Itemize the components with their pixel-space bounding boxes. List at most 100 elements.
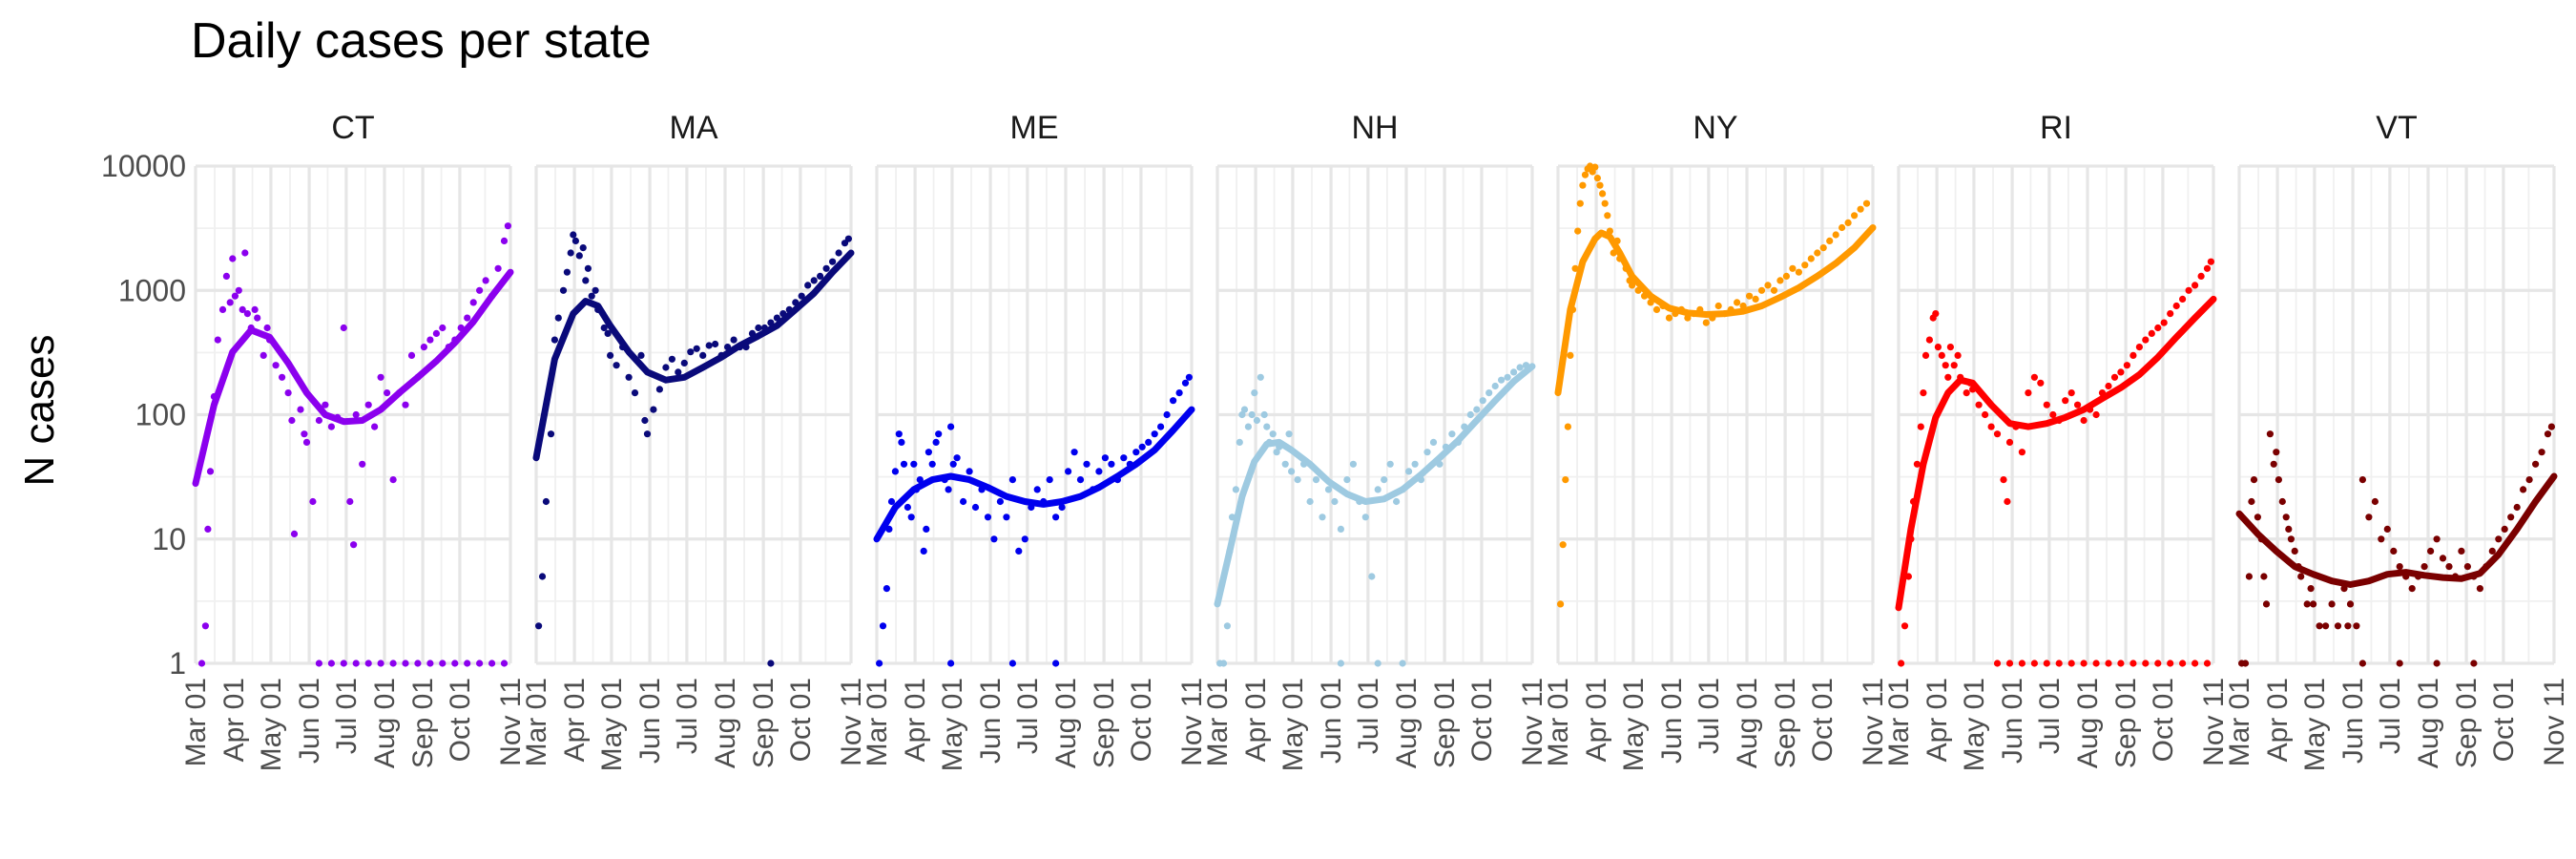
data-point [1324,486,1333,493]
data-point [655,386,664,393]
data-point [2358,660,2366,667]
data-point [1944,373,1952,381]
data-point [2192,282,2199,289]
data-point [2433,535,2441,543]
data-point [2154,324,2162,332]
data-point [2458,547,2465,555]
data-point [1393,497,1401,506]
data-point [2328,600,2336,608]
data-point [542,497,551,506]
data-point [2105,660,2112,667]
data-point [2544,430,2552,438]
data-point [2142,660,2150,667]
data-point [1223,622,1231,630]
data-point [2427,547,2435,555]
data-point [947,423,955,430]
data-point [1993,660,2002,667]
data-point [675,368,682,376]
data-point [1232,486,1239,493]
data-point [1343,476,1351,484]
data-point [1083,460,1091,468]
data-point [2043,401,2050,409]
data-point [1559,541,1567,549]
data-point [500,660,509,667]
data-point [2092,660,2100,667]
x-tick-label: Apr 01 [900,678,931,762]
data-point [389,476,397,484]
facet-label: NH [1351,110,1398,146]
x-tick-label: Aug 01 [1391,678,1423,768]
data-point [582,277,590,284]
x-tick-label: Apr 01 [559,678,591,762]
data-point [1734,299,1741,306]
data-point [2501,525,2508,534]
data-point [773,314,781,322]
x-tick-label: Aug 01 [1050,678,1082,768]
data-point [346,497,354,506]
data-point [2055,660,2063,667]
data-point [222,272,230,280]
data-point [2287,535,2295,543]
data-point [2532,460,2540,468]
data-point [1381,476,1388,484]
data-point [2080,660,2088,667]
data-point [2476,585,2483,593]
x-tick-label: Mar 01 [1543,678,1574,766]
data-point [907,513,915,521]
data-point [571,237,580,244]
data-point [2197,272,2205,280]
data-point [494,264,502,272]
data-point [500,237,509,244]
data-point [2538,449,2545,456]
data-point [2390,547,2398,555]
x-tick-label: Sep 01 [1089,678,1120,768]
data-point [1145,438,1153,446]
data-point [1219,660,1228,667]
data-point [668,355,676,363]
data-point [2445,563,2453,571]
data-point [949,460,957,468]
data-point [2513,503,2521,512]
data-point [822,264,830,272]
data-point [755,324,762,332]
data-point [984,513,992,521]
data-point [389,660,397,667]
data-point [2129,351,2137,359]
data-point [2282,513,2290,521]
data-point [1052,660,1060,667]
data-point [2154,660,2162,667]
data-point [559,286,568,294]
data-point [687,348,695,356]
data-point [1253,416,1260,425]
data-point [1386,460,1394,468]
data-point [1312,476,1320,484]
x-tick-label: Jun 01 [634,678,666,764]
x-tick-label: May 01 [2299,678,2331,771]
data-point [730,336,737,344]
data-point [1599,190,1607,198]
facet-label: MA [670,110,718,146]
x-tick-label: Oct 01 [1466,678,1498,762]
data-point [2439,555,2447,562]
data-point [504,222,512,230]
facet-ct: CT Mar 01 Apr 01 May 01 Jun 01 Jul 01 Aug 01 Se… [180,110,527,771]
data-point [1423,449,1431,456]
x-tick-label: Jun 01 [2337,678,2369,764]
data-point [359,460,366,468]
data-point [1008,660,1016,667]
data-point [1826,237,1834,244]
data-point [1163,410,1171,419]
data-point [1263,423,1271,430]
data-point [1946,344,1954,351]
y-tick-label: 10000 [101,149,186,183]
data-point [432,329,440,337]
y-tick-label: 10 [152,522,186,556]
data-point [1015,547,1023,555]
data-point [377,660,384,667]
data-point [464,660,471,667]
data-point [315,660,322,667]
data-point [1065,468,1072,475]
data-point [1058,503,1066,512]
data-point [2507,513,2515,521]
data-point [2344,622,2352,630]
